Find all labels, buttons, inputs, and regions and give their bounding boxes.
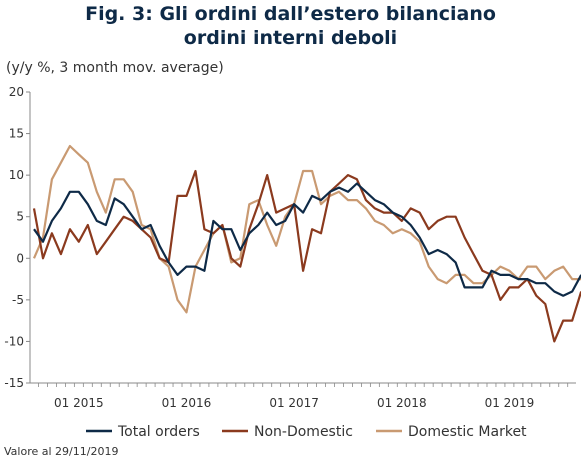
x-tick-label: 01 2018 bbox=[377, 396, 427, 410]
y-tick-label: -15 bbox=[4, 376, 24, 390]
chart-footnote: Valore al 29/11/2019 bbox=[4, 445, 119, 458]
x-tick-label: 01 2016 bbox=[162, 396, 212, 410]
legend-label: Domestic Market bbox=[408, 424, 527, 440]
y-tick-label: 0 bbox=[16, 251, 24, 265]
chart-title-line-2: ordini interni deboli bbox=[183, 27, 398, 49]
chart-title: Fig. 3: Gli ordini dall’estero bilancian… bbox=[0, 2, 581, 50]
series-line-domestic-market bbox=[32, 144, 581, 314]
chart-subtitle: (y/y %, 3 month mov. average) bbox=[6, 60, 224, 76]
legend-label: Non-Domestic bbox=[254, 424, 353, 440]
x-tick-label: 01 2019 bbox=[485, 396, 535, 410]
series-line-non-domestic bbox=[32, 169, 581, 343]
y-tick-label: -10 bbox=[4, 334, 24, 348]
chart-title-line-1: Fig. 3: Gli ordini dall’estero bilancian… bbox=[85, 3, 496, 25]
y-tick-label: 5 bbox=[16, 210, 24, 224]
x-tick-label: 01 2017 bbox=[269, 396, 319, 410]
legend-label: Total orders bbox=[117, 424, 200, 440]
series-line-total-orders bbox=[33, 182, 581, 297]
y-tick-label: 10 bbox=[9, 168, 24, 182]
y-tick-label: -5 bbox=[12, 293, 24, 307]
chart-series bbox=[32, 144, 581, 343]
chart-legend: Total orders Non-Domestic Domestic Market bbox=[86, 424, 527, 440]
y-tick-label: 15 bbox=[9, 127, 24, 141]
x-tick-label: 01 2015 bbox=[54, 396, 104, 410]
y-tick-label: 20 bbox=[9, 85, 24, 99]
chart-axes: 20 15 10 5 0 -5 -10 -15 01 2015 01 2016 01 2017 01 … bbox=[4, 85, 576, 410]
